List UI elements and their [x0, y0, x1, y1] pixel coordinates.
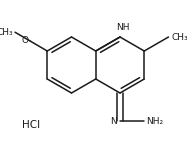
Text: O: O — [22, 36, 29, 45]
Text: HCl: HCl — [22, 120, 40, 130]
Text: NH₂: NH₂ — [146, 117, 163, 126]
Text: CH₃: CH₃ — [0, 28, 13, 37]
Text: NH: NH — [116, 23, 130, 32]
Text: N: N — [110, 117, 117, 126]
Text: CH₃: CH₃ — [171, 32, 188, 41]
